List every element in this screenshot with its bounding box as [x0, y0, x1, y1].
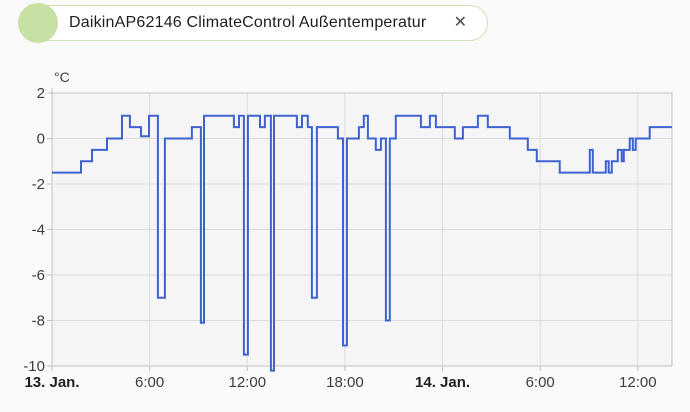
- x-tick-label: 14. Jan.: [415, 374, 470, 391]
- close-icon[interactable]: ✕: [453, 14, 467, 31]
- y-tick-label: -4: [32, 222, 45, 239]
- series-color-dot: [18, 3, 58, 43]
- y-tick-label: -6: [32, 267, 45, 284]
- x-tick-label: 6:00: [526, 374, 555, 391]
- temperature-line: [52, 114, 672, 372]
- x-tick-label: 18:00: [326, 374, 364, 391]
- y-tick-label: 0: [37, 131, 45, 148]
- series-chip[interactable]: DaikinAP62146 ClimateControl Außentemper…: [18, 3, 488, 43]
- x-tick-label: 13. Jan.: [24, 374, 79, 391]
- y-axis-unit-label: °C: [54, 69, 70, 85]
- x-tick-label: 12:00: [229, 374, 267, 391]
- y-tick-label: -2: [32, 176, 45, 193]
- y-tick-label: -8: [32, 313, 45, 330]
- y-tick-label: 2: [37, 85, 45, 102]
- series-chip-label: DaikinAP62146 ClimateControl Außentemper…: [69, 14, 427, 31]
- y-tick-label: -10: [23, 358, 45, 375]
- x-tick-label: 6:00: [135, 374, 164, 391]
- x-tick-label: 12:00: [619, 374, 657, 391]
- plot-border: [51, 92, 673, 367]
